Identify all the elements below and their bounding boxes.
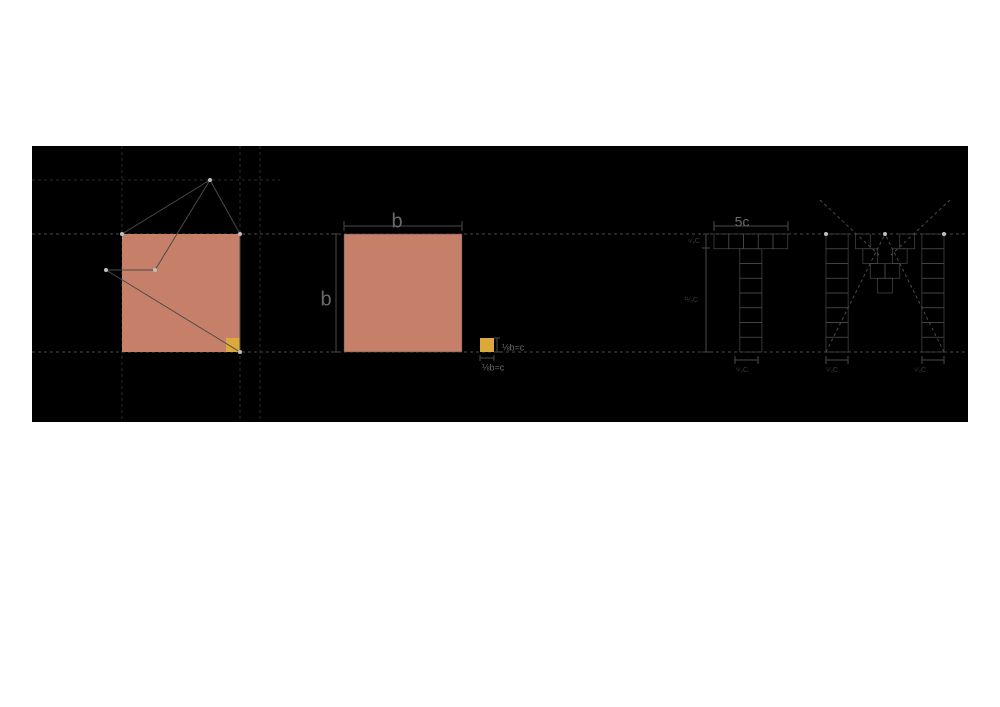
gold-2 [480, 338, 494, 352]
label-8-3c: ⁸∕₃C [736, 367, 748, 374]
sq-2 [344, 234, 462, 352]
label-eq-h: ⅛b=c [482, 362, 505, 372]
label-eq-v: ⅛b=c [502, 342, 525, 352]
label-b-left: b [320, 288, 331, 310]
label-11-3c: ¹¹∕₃C [684, 297, 698, 304]
label-5-3c-b: ⁵∕₃C [914, 367, 926, 374]
label-5-3c-a: ⁵∕₃C [826, 367, 838, 374]
label-b-top: b [391, 210, 402, 232]
sq-1 [122, 234, 240, 352]
label-6-3c: ⁶∕₃C [688, 238, 700, 245]
label-5c: 5c [735, 214, 750, 230]
construction-diagram: b b ⅛b=c ⅛b=c 5c ⁶∕₃C ¹¹∕₃C ⁸∕₃C ⁵∕₃C ⁵∕₃C [0, 0, 1000, 707]
